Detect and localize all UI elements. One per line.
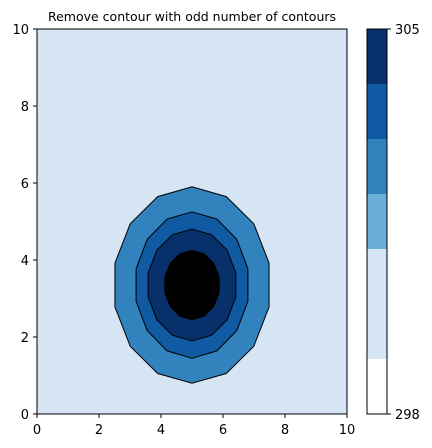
colorbar-band-4 — [367, 139, 387, 194]
y-tick-label-0: 0 — [21, 408, 29, 423]
x-axis: 0 2 4 6 8 10 — [33, 414, 355, 438]
colorbar-min-label: 298 — [395, 408, 420, 423]
colorbar-band-2 — [367, 249, 387, 359]
y-tick-label-6: 6 — [21, 177, 29, 192]
x-tick-label-10: 10 — [339, 423, 356, 438]
contour-ring-4 — [164, 249, 220, 321]
y-tick-label-2: 2 — [21, 331, 29, 346]
colorbar-band-6 — [367, 29, 387, 84]
x-tick-label-0: 0 — [33, 423, 41, 438]
colorbar-max-label: 305 — [395, 23, 420, 38]
chart-title: Remove contour with odd number of contou… — [48, 9, 336, 24]
plot-frame — [36, 28, 348, 415]
plot-area — [36, 28, 348, 415]
colorbar-band-1 — [367, 359, 387, 414]
x-tick-label-2: 2 — [95, 423, 103, 438]
x-tick-label-4: 4 — [157, 423, 165, 438]
x-tick-label-8: 8 — [281, 423, 289, 438]
colorbar-band-3 — [367, 194, 387, 249]
colorbar-frame — [366, 28, 388, 415]
colorbar: 305 298 — [366, 23, 420, 423]
y-axis: 0 2 4 6 8 10 — [12, 23, 37, 423]
y-tick-label-10: 10 — [12, 23, 29, 38]
colorbar-band-5 — [367, 84, 387, 139]
y-tick-label-8: 8 — [21, 100, 29, 115]
x-tick-label-6: 6 — [219, 423, 227, 438]
y-tick-label-4: 4 — [21, 254, 29, 269]
